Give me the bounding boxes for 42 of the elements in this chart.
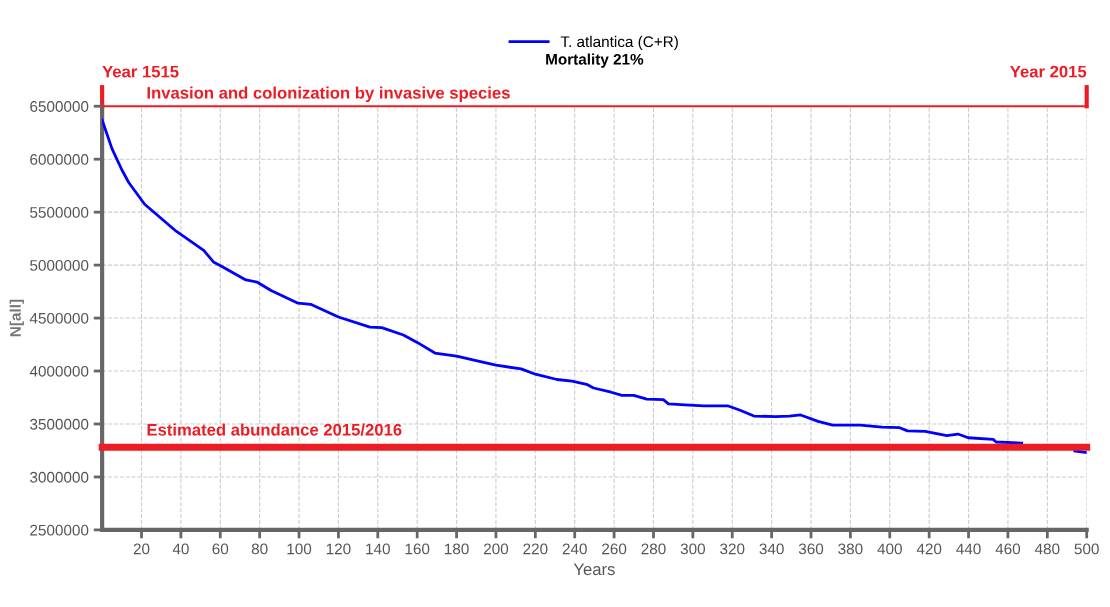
ref-line-label: Year 1515: [102, 65, 179, 78]
y-axis-title: N[all]: [9, 299, 24, 337]
x-tick-label: 60: [212, 543, 229, 555]
chart-title: Mortality 21%: [546, 53, 644, 68]
y-tick-label: 2500000: [30, 524, 89, 536]
x-tick-label: 20: [133, 543, 150, 555]
x-tick-label: 500: [1074, 543, 1099, 555]
x-tick-label: 120: [326, 543, 351, 555]
y-tick-label: 6500000: [30, 101, 89, 112]
x-tick-label: 460: [995, 543, 1021, 555]
legend-label: T. atlantica (C+R): [560, 35, 678, 51]
y-tick-label: 5000000: [30, 259, 89, 271]
y-tick-label: 4000000: [29, 365, 89, 377]
x-tick-label: 360: [798, 543, 824, 555]
x-tick-label: 280: [641, 543, 666, 555]
y-tick-label: 3500000: [30, 418, 89, 430]
x-tick-label: 260: [602, 543, 627, 555]
ref-line-label: Invasion and colonization by invasive species: [147, 86, 510, 103]
x-tick-label: 380: [838, 543, 863, 555]
x-tick-label: 200: [483, 543, 509, 555]
x-tick-label: 100: [287, 543, 312, 555]
x-tick-label: 340: [759, 543, 784, 555]
y-tick-label: 4500000: [29, 312, 89, 324]
x-tick-label: 140: [366, 543, 390, 555]
x-tick-label: 400: [877, 543, 902, 555]
x-tick-label: 40: [172, 543, 189, 555]
x-axis-title: Years: [573, 563, 615, 576]
x-tick-label: 80: [251, 543, 268, 555]
x-tick-label: 180: [444, 543, 469, 555]
x-tick-label: 160: [405, 543, 430, 555]
y-tick-label: 6000000: [30, 154, 89, 165]
ref-line-label: Estimated abundance 2015/2016: [147, 423, 402, 436]
x-tick-label: 440: [956, 543, 981, 555]
y-tick-label: 5500000: [30, 207, 89, 218]
y-tick-label: 3000000: [30, 471, 89, 483]
x-tick-label: 320: [720, 543, 745, 555]
x-tick-label: 480: [1034, 543, 1060, 555]
x-tick-label: 220: [523, 543, 548, 555]
x-tick-label: 420: [916, 543, 942, 555]
ref-line-label: Year 2015: [1010, 65, 1087, 78]
x-tick-label: 240: [562, 543, 587, 555]
x-tick-label: 300: [680, 543, 706, 555]
